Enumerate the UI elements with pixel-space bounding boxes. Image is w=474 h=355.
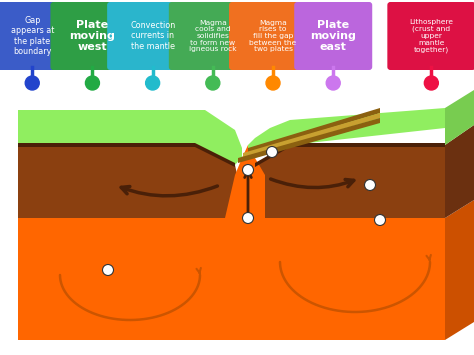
Polygon shape <box>445 90 474 145</box>
Polygon shape <box>18 145 245 218</box>
FancyBboxPatch shape <box>294 2 372 70</box>
Polygon shape <box>445 125 474 218</box>
Text: Lithosphere
(crust and
upper
mantle
together): Lithosphere (crust and upper mantle toge… <box>410 19 453 53</box>
Circle shape <box>326 76 340 90</box>
Text: Magma
cools and
solidifies
to form new
igneous rock: Magma cools and solidifies to form new i… <box>189 20 237 53</box>
Polygon shape <box>18 218 445 340</box>
FancyBboxPatch shape <box>229 2 317 70</box>
Circle shape <box>85 76 100 90</box>
Circle shape <box>146 76 160 90</box>
Circle shape <box>206 76 220 90</box>
Circle shape <box>243 164 254 175</box>
Circle shape <box>266 147 277 158</box>
FancyBboxPatch shape <box>0 2 75 70</box>
Circle shape <box>374 214 385 225</box>
Polygon shape <box>243 113 380 158</box>
FancyBboxPatch shape <box>169 2 257 70</box>
FancyBboxPatch shape <box>107 2 198 70</box>
Circle shape <box>365 180 375 191</box>
Text: Convection
currents in
the mantle: Convection currents in the mantle <box>130 21 175 50</box>
Text: Plate
moving
west: Plate moving west <box>70 20 115 52</box>
Polygon shape <box>225 145 265 218</box>
Polygon shape <box>238 118 380 163</box>
Polygon shape <box>18 143 235 167</box>
Text: Magma
rises to
fill the gap
between the
two plates: Magma rises to fill the gap between the … <box>249 20 297 53</box>
Polygon shape <box>245 145 445 218</box>
Text: Gap
appears at
the plate
boundary: Gap appears at the plate boundary <box>10 16 54 56</box>
FancyBboxPatch shape <box>50 2 135 70</box>
Polygon shape <box>18 110 242 165</box>
Circle shape <box>266 76 280 90</box>
Polygon shape <box>255 143 445 167</box>
Circle shape <box>243 213 254 224</box>
FancyBboxPatch shape <box>387 2 474 70</box>
Polygon shape <box>248 108 380 153</box>
Circle shape <box>25 76 39 90</box>
Text: Plate
moving
east: Plate moving east <box>310 20 356 52</box>
Polygon shape <box>248 108 445 158</box>
Polygon shape <box>445 200 474 340</box>
Circle shape <box>424 76 438 90</box>
Circle shape <box>102 264 113 275</box>
